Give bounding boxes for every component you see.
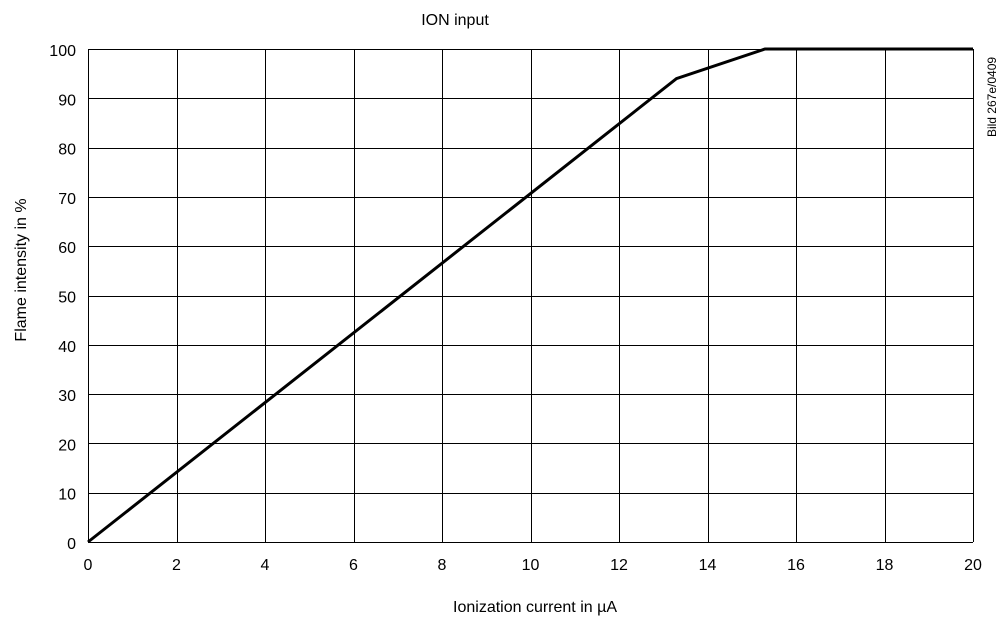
x-tick-label: 10: [522, 557, 540, 574]
y-tick-label: 50: [58, 290, 76, 307]
x-tick-label: 12: [610, 557, 628, 574]
x-tick-label: 8: [438, 557, 447, 574]
y-tick-label: 60: [58, 240, 76, 257]
series-line: [87, 47, 973, 544]
x-tick-label: 2: [172, 557, 181, 574]
figure-code: Bild 267e/0409: [985, 57, 999, 137]
x-tick-label: 6: [349, 557, 358, 574]
x-tick-label: 4: [261, 557, 270, 574]
x-axis-title: Ionization current in µA: [453, 599, 617, 616]
y-tick-label: 40: [58, 339, 76, 356]
chart-grid: [88, 49, 974, 543]
x-tick-label: 20: [964, 557, 982, 574]
y-tick-label: 90: [58, 92, 76, 109]
y-tick-label: 80: [58, 142, 76, 159]
x-tick-label: 0: [84, 557, 93, 574]
x-tick-label: 18: [876, 557, 894, 574]
y-tick-label: 20: [58, 437, 76, 454]
y-axis-title: Flame intensity in %: [13, 198, 30, 341]
y-tick-label: 10: [58, 487, 76, 504]
x-tick-label: 16: [787, 557, 805, 574]
y-tick-label: 0: [67, 536, 76, 553]
y-tick-label: 70: [58, 191, 76, 208]
y-tick-label: 100: [49, 43, 76, 60]
series-layer: [87, 47, 973, 544]
chart-title: ION input: [421, 12, 489, 29]
x-tick-label: 14: [699, 557, 717, 574]
y-tick-label: 30: [58, 388, 76, 405]
tick-labels: 0 2 4 6 8 10 12 14 16 18 20 0 10 20 30 40 50 60 70 80 90 100: [49, 43, 982, 574]
